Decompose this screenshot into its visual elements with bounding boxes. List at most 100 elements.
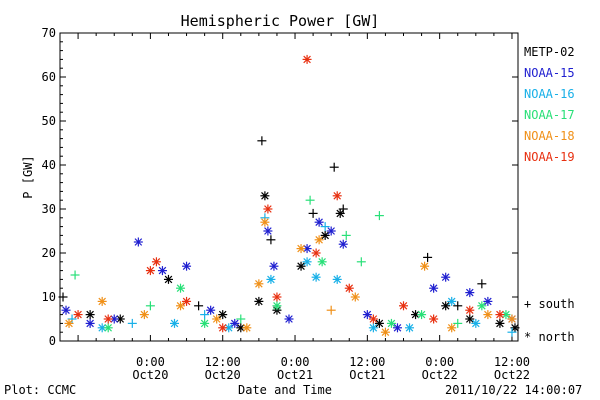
data-point-noaa-19 xyxy=(302,54,312,64)
data-point-noaa-18 xyxy=(97,296,107,306)
data-point-noaa-16 xyxy=(405,323,415,333)
data-point-noaa-18 xyxy=(314,235,324,245)
data-point-noaa-19 xyxy=(73,310,83,320)
data-point-noaa-18 xyxy=(447,323,457,333)
data-point-noaa-15 xyxy=(284,314,294,324)
y-tick-label: 10 xyxy=(42,290,56,304)
data-point-noaa-17 xyxy=(70,270,80,280)
x-tick-label-date: Oct21 xyxy=(349,368,385,382)
data-point-noaa-19 xyxy=(263,204,273,214)
data-point-noaa-18 xyxy=(326,305,336,315)
data-point-noaa-16 xyxy=(320,222,330,232)
data-point-metp-02 xyxy=(465,314,475,324)
data-point-noaa-19 xyxy=(429,314,439,324)
data-point-metp-02 xyxy=(194,301,204,311)
data-point-noaa-19 xyxy=(151,257,161,267)
plot-timestamp: 2011/10/22 14:00:07 xyxy=(445,383,583,397)
x-tick-label-time: 0:00 xyxy=(425,355,454,369)
x-tick-label-time: 0:00 xyxy=(136,355,165,369)
data-point-noaa-16 xyxy=(311,272,321,282)
data-point-noaa-17 xyxy=(317,257,327,267)
plot-credit: Plot: CCMC xyxy=(4,383,77,397)
data-point-noaa-18 xyxy=(483,310,493,320)
data-point-noaa-19 xyxy=(272,292,282,302)
data-point-noaa-15 xyxy=(157,266,167,276)
x-tick-label-date: Oct22 xyxy=(494,368,530,382)
legend-entry-noaa-17: NOAA-17 xyxy=(524,108,575,122)
data-point-metp-02 xyxy=(58,292,68,302)
north-marker-legend: * north xyxy=(524,330,575,344)
data-point-noaa-16 xyxy=(170,318,179,328)
data-point-noaa-15 xyxy=(314,217,324,227)
north-marker-symbol: * xyxy=(524,330,532,344)
legend-entry-noaa-19: NOAA-19 xyxy=(524,150,575,164)
data-point-noaa-15 xyxy=(483,296,493,306)
legend-entry-noaa-16: NOAA-16 xyxy=(524,87,575,101)
data-point-noaa-15 xyxy=(362,310,372,320)
data-point-noaa-19 xyxy=(182,296,192,306)
data-point-noaa-17 xyxy=(341,230,351,240)
data-point-noaa-18 xyxy=(420,261,430,271)
x-tick-label-time: 0:00 xyxy=(281,355,310,369)
data-point-noaa-17 xyxy=(356,257,366,267)
x-tick-label-time: 12:00 xyxy=(349,355,385,369)
chart-title: Hemispheric Power [GW] xyxy=(180,12,380,30)
y-axis-label: P [GW] xyxy=(21,155,35,199)
y-tick-label: 20 xyxy=(42,246,56,260)
data-point-metp-02 xyxy=(338,204,348,214)
data-point-noaa-16 xyxy=(97,323,107,333)
x-tick-label-date: Oct21 xyxy=(277,368,313,382)
data-point-metp-02 xyxy=(260,191,270,201)
data-point-noaa-18 xyxy=(139,310,149,320)
data-point-noaa-17 xyxy=(236,314,246,324)
data-point-noaa-16 xyxy=(266,274,276,284)
south-marker-symbol: + xyxy=(524,297,532,311)
y-tick-label: 30 xyxy=(42,202,56,216)
data-point-metp-02 xyxy=(477,279,487,289)
plot-frame xyxy=(59,32,519,342)
data-point-noaa-15 xyxy=(326,226,336,236)
data-point-noaa-18 xyxy=(507,314,517,324)
data-point-noaa-19 xyxy=(465,305,475,315)
data-point-metp-02 xyxy=(163,274,173,284)
x-tick-label-date: Oct20 xyxy=(132,368,168,382)
data-point-noaa-17 xyxy=(145,301,155,311)
data-point-noaa-15 xyxy=(85,318,95,328)
y-tick-label: 50 xyxy=(42,114,56,128)
data-point-noaa-16 xyxy=(447,296,457,306)
legend-entry-noaa-18: NOAA-18 xyxy=(524,129,575,143)
data-point-noaa-15 xyxy=(206,305,216,315)
data-point-noaa-17 xyxy=(417,310,427,320)
data-point-noaa-15 xyxy=(429,283,439,293)
data-point-noaa-15 xyxy=(109,314,119,324)
data-point-noaa-18 xyxy=(296,244,306,254)
data-point-metp-02 xyxy=(254,296,264,306)
x-tick-label-date: Oct22 xyxy=(422,368,458,382)
data-point-noaa-18 xyxy=(350,292,360,302)
data-point-noaa-18 xyxy=(254,279,264,289)
data-point-noaa-15 xyxy=(182,261,192,271)
data-point-metp-02 xyxy=(411,310,421,320)
data-point-noaa-18 xyxy=(260,217,270,227)
data-point-noaa-15 xyxy=(230,318,240,328)
data-point-noaa-15 xyxy=(302,244,312,254)
data-point-noaa-18 xyxy=(176,301,186,311)
data-point-metp-02 xyxy=(266,235,276,245)
data-point-noaa-19 xyxy=(495,310,505,320)
x-tick-label-time: 12:00 xyxy=(494,355,530,369)
x-axis-label: Date and Time xyxy=(238,383,332,397)
data-point-noaa-19 xyxy=(103,314,113,324)
data-point-noaa-17 xyxy=(386,318,396,328)
data-point-metp-02 xyxy=(85,310,95,320)
legend-entry-metp-02: METP-02 xyxy=(524,45,575,59)
data-point-noaa-16 xyxy=(302,257,312,267)
data-point-metp-02 xyxy=(453,301,463,311)
data-point-noaa-16 xyxy=(471,318,481,328)
data-point-noaa-15 xyxy=(392,323,402,333)
x-tick-label-time: 12:00 xyxy=(205,355,241,369)
data-point-noaa-18 xyxy=(380,327,390,337)
y-tick-label: 60 xyxy=(42,70,56,84)
data-point-metp-02 xyxy=(423,252,433,262)
south-marker-label: south xyxy=(538,297,575,311)
y-tick-label: 0 xyxy=(49,334,56,348)
